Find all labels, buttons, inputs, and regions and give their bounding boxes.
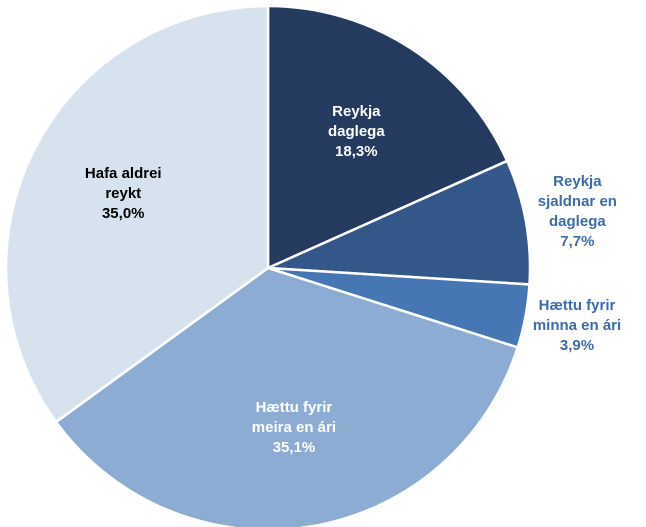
slice-label: Hættu fyrir minna en ári 3,9% <box>525 296 629 356</box>
category-label: Hafa aldrei reykt <box>84 165 162 203</box>
value-label: 35,1% <box>272 439 316 457</box>
pie-slice <box>267 159 532 286</box>
value-label: 7,7% <box>560 233 595 250</box>
slice-label: Reykja sjaldnar en daglega 7,7% <box>525 172 629 252</box>
slice-label: Hafa aldrei reykt 35,0% <box>71 164 175 224</box>
value-label: 18,3% <box>335 142 378 160</box>
pie-slice <box>266 4 509 270</box>
category-label: Hættu fyrir minna en ári <box>532 296 622 334</box>
category-label: Hættu fyrir meira en ári <box>251 399 337 437</box>
category-label: Reykja daglega <box>327 102 385 140</box>
slice-label: Reykja daglega 18,3% <box>304 102 408 162</box>
value-label: 3,9% <box>559 336 595 354</box>
category-label: Reykja sjaldnar en daglega <box>537 173 617 230</box>
pie-slice <box>4 4 270 424</box>
value-label: 35,0% <box>101 205 145 223</box>
slice-label: Hættu fyrir meira en ári 35,1% <box>242 398 346 458</box>
